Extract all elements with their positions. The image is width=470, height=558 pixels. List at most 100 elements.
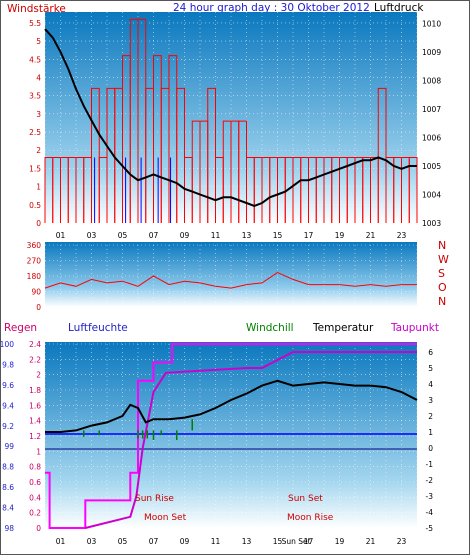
event-sun-set: Sun Set [288,494,323,504]
time-tick-label: 11 [211,231,221,240]
time-tick-label: 09 [180,231,190,240]
wind-gust-bar [207,87,216,223]
pressure-tick-label: 1008 [422,76,441,85]
humidity-tick-label: 100 [1,340,14,349]
time-tick-label: 05 [118,537,128,546]
wind-tick-label: 1.5 [29,164,41,173]
pressure-tick-label: 1006 [422,133,441,142]
temperature-tick-label: -5 [426,524,434,533]
pressure-tick-label: 1007 [422,105,441,114]
event-sun-rise: Sun Rise [135,494,174,504]
rain-tick-label: 1.2 [29,432,41,441]
time-tick-label: 15 [273,231,283,240]
time-tick-label: 01 [56,537,66,546]
time-tick-label: 19 [335,537,345,546]
wind-tick-label: 0 [36,219,41,228]
pressure-axis-title: Luftdruck [374,2,424,14]
time-tick-label: 17 [304,231,314,240]
temperature-tick-label: -4 [426,508,434,517]
windchill-legend: Windchill [246,322,294,334]
wind-tick-label: 5 [36,37,41,46]
wind-tick-label: 5.5 [29,19,41,28]
wind-pressure-panel: 0 0.5 1 1.5 2 2.5 3 3.5 4 4.5 5 5.5 1003 1004 1005 100… [29,12,441,240]
pressure-tick-label: 1004 [422,190,441,199]
wind-gust-bar [176,87,185,223]
time-tick-label: 13 [242,231,252,240]
time-tick-label: 21 [366,537,376,546]
temperature-tick-label: 3 [428,396,433,405]
graph-title: 24 hour graph day : 30 Oktober 2012 [173,2,370,14]
humidity-tick-label: 8.6 [2,483,14,492]
pressure-tick-label: 1010 [422,19,441,28]
wind-tick-label: 1 [36,183,41,192]
temperature-legend: Temperatur [312,322,374,334]
pressure-tick-label: 1005 [422,162,441,171]
event-moon-set: Moon Set [144,513,187,523]
wind-tick-label: 2 [36,146,41,155]
pressure-tick-label: 1003 [422,219,441,228]
wind-tick-label: 0.5 [29,201,41,210]
wind-gust-bar [91,87,100,223]
pressure-line [44,28,417,207]
rain-tick-label: 1 [36,447,41,456]
humidity-tick-label: 8.4 [2,504,14,513]
time-tick-label: 07 [149,537,159,546]
direction-tick-label: 90 [31,288,41,297]
time-tick-label: 11 [211,537,221,546]
wind-tick-label: 3.5 [29,92,41,101]
wind-tick-label: 2.5 [29,128,41,137]
temperature-tick-label: 2 [428,412,433,421]
direction-tick-label: 180 [27,272,42,281]
time-tick-label: 23 [397,231,407,240]
wind-tick-label: 4 [36,73,41,82]
compass-label: S [438,267,445,280]
temperature-tick-label: -3 [426,492,434,501]
temperature-tick-label: -1 [426,460,434,469]
rain-tick-label: 1.8 [29,386,41,395]
time-tick-label: 03 [87,231,97,240]
wind-tick-label: 4.5 [29,55,41,64]
direction-tick-label: 270 [27,257,42,266]
rain-tick-label: 2.4 [29,340,41,349]
humidity-tick-label: 8.8 [2,463,14,472]
time-tick-label: 09 [180,537,190,546]
panel-background [45,242,417,307]
humidity-tick-label: 98 [4,524,14,533]
time-tick-label: 19 [335,231,345,240]
humidity-tick-label: 9.2 [2,422,14,431]
time-tick-label: 15 [273,537,283,546]
temperature-tick-label: 5 [428,364,433,373]
humidity-tick-label: 9.4 [2,401,14,410]
sunset-tick-label: Sun Set [282,537,311,546]
compass-label: W [438,253,449,266]
rain-tick-label: 0.2 [29,509,41,518]
compass-label: N [438,295,446,308]
rain-tick-label: 1.6 [29,401,41,410]
rain-tick-label: 0.4 [29,493,41,502]
time-tick-label: 01 [56,231,66,240]
humidity-line [45,343,417,529]
direction-tick-label: 0 [36,303,41,312]
rain-tick-label: 0.6 [29,478,41,487]
direction-tick-label: 360 [27,241,42,250]
humidity-axis-title: Luftfeuchte [68,322,128,334]
rain-tick-label: 2 [36,371,41,380]
time-tick-label: 23 [397,537,407,546]
time-tick-label: 07 [149,231,159,240]
humidity-tick-label: 9.6 [2,381,14,390]
time-tick-label: 03 [87,537,97,546]
humidity-tick-label: 99 [4,442,14,451]
temperature-line [45,379,418,433]
compass-label: O [438,281,447,294]
time-tick-label: 17 [304,537,314,546]
rain-tick-label: 2.2 [29,355,41,364]
dewpoint-legend: Taupunkt [390,322,439,334]
temperature-tick-label: 6 [428,348,433,357]
dewpoint-line [85,351,417,529]
wind-tick-label: 3 [36,110,41,119]
wind-gust-bar [377,87,387,223]
humidity-tick-label: 9.8 [2,360,14,369]
